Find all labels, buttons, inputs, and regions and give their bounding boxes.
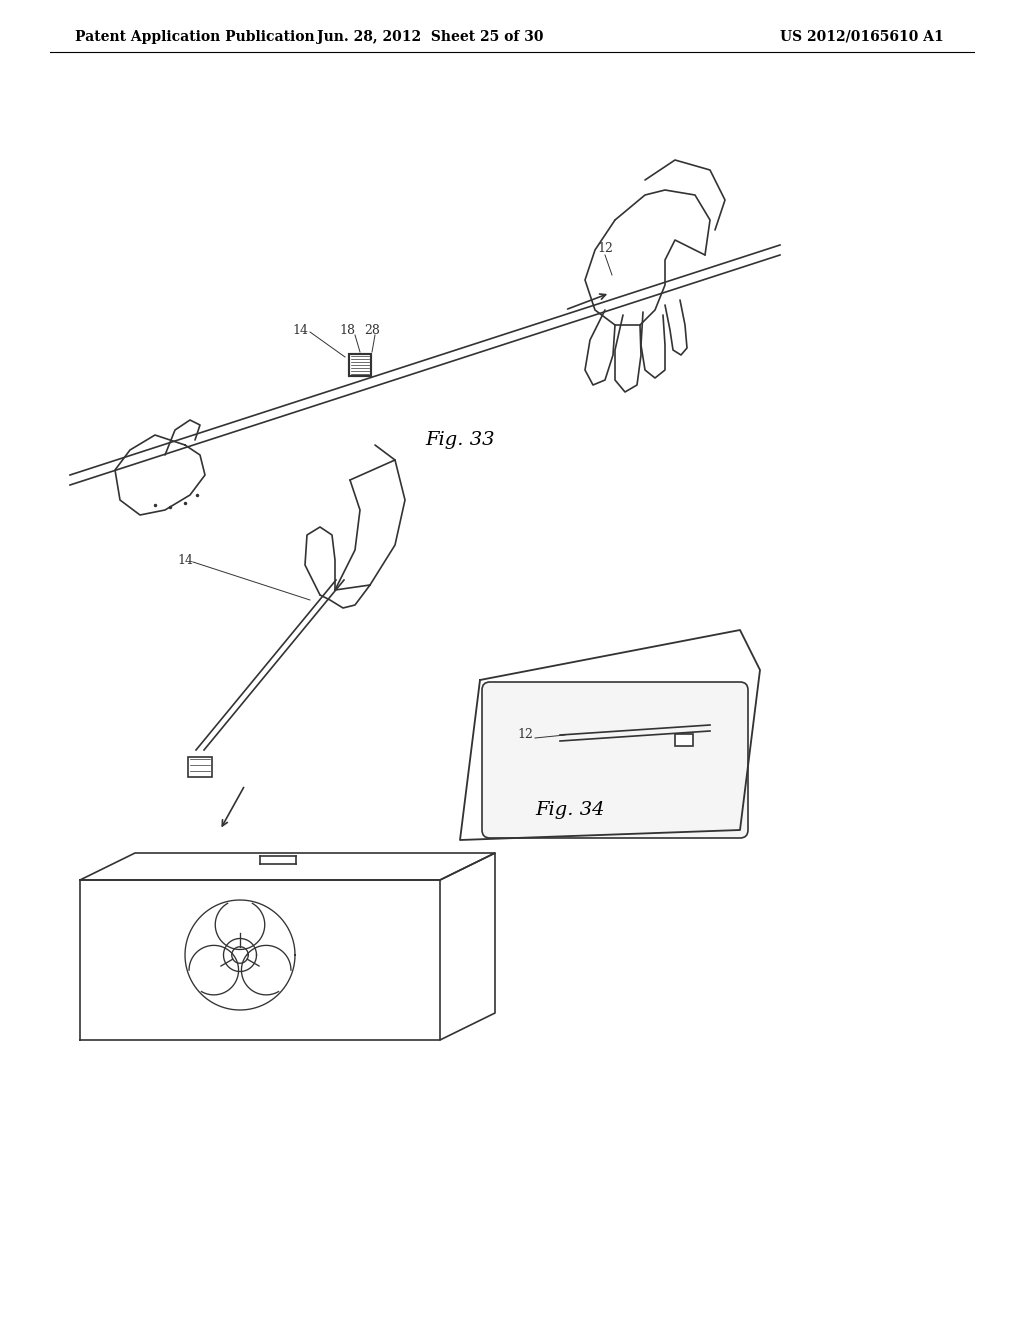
- Text: Patent Application Publication: Patent Application Publication: [75, 30, 314, 44]
- Text: 28: 28: [365, 323, 380, 337]
- Text: Jun. 28, 2012  Sheet 25 of 30: Jun. 28, 2012 Sheet 25 of 30: [316, 30, 544, 44]
- Text: US 2012/0165610 A1: US 2012/0165610 A1: [780, 30, 944, 44]
- Text: Fig. 34: Fig. 34: [536, 801, 605, 818]
- Text: 12: 12: [597, 242, 613, 255]
- Text: 14: 14: [292, 323, 308, 337]
- Bar: [349, 354, 371, 376]
- Bar: [675, 734, 693, 746]
- FancyBboxPatch shape: [482, 682, 748, 838]
- Text: 14: 14: [177, 553, 193, 566]
- Text: Fig. 33: Fig. 33: [425, 432, 495, 449]
- Text: 12: 12: [517, 729, 532, 742]
- Bar: [188, 756, 212, 777]
- Text: 18: 18: [339, 323, 355, 337]
